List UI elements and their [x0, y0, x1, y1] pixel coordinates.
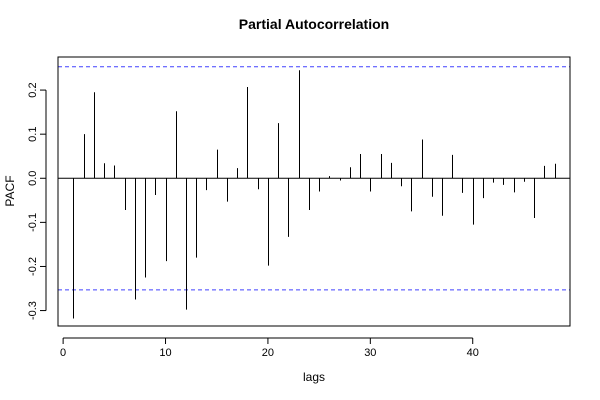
y-tick-label-2: -0.1 — [27, 213, 39, 232]
y-tick-label-4: 0.1 — [27, 127, 39, 142]
x-tick-label-30: 30 — [364, 347, 376, 359]
y-tick-label-0: -0.3 — [27, 301, 39, 320]
y-axis: -0.3 -0.2 -0.1 0.0 0.1 0.2 — [27, 82, 47, 320]
y-tick-label-1: -0.2 — [27, 257, 39, 276]
plot-area — [58, 66, 570, 319]
x-axis-label: lags — [303, 370, 325, 384]
x-tick-label-40: 40 — [467, 347, 479, 359]
x-tick-label-20: 20 — [262, 347, 274, 359]
y-tick-label-3: 0.0 — [27, 171, 39, 186]
x-tick-label-0: 0 — [60, 347, 66, 359]
y-axis-label: PACF — [3, 175, 17, 206]
x-axis: 0 10 20 30 40 — [60, 337, 479, 359]
x-tick-label-10: 10 — [159, 347, 171, 359]
plot-frame — [57, 56, 571, 327]
y-tick-label-5: 0.2 — [27, 82, 39, 97]
chart-title: Partial Autocorrelation — [239, 16, 389, 32]
